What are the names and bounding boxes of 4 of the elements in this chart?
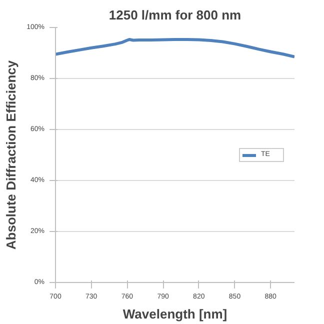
chart-title: 1250 l/mm for 800 nm bbox=[108, 8, 242, 22]
y-axis-title: Absolute Diffraction Efficiency bbox=[4, 60, 19, 250]
x-axis-title: Wavelength [nm] bbox=[122, 306, 228, 322]
line-series bbox=[56, 38, 294, 58]
